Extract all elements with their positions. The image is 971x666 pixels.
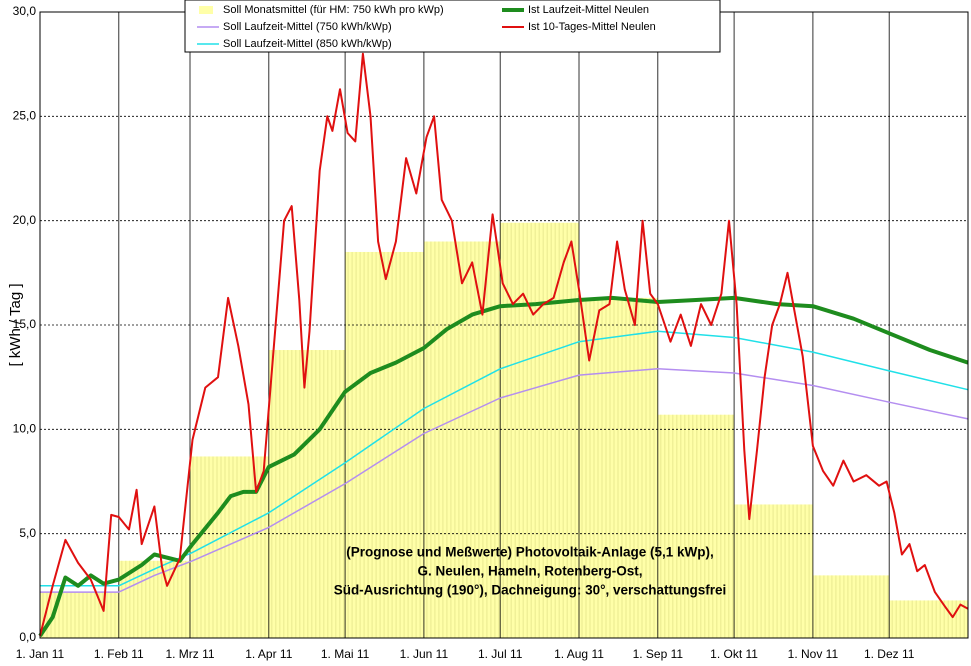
y-tick-label: 10,0 <box>13 422 37 436</box>
bar <box>268 350 346 638</box>
annotation: G. Neulen, Hameln, Rotenberg-Ost, <box>417 564 642 579</box>
y-tick-label: 30,0 <box>13 4 37 18</box>
bar <box>657 414 735 638</box>
legend-label: Soll Laufzeit-Mittel (750 kWh/kWp) <box>223 21 392 33</box>
y-tick-label: 0,0 <box>19 630 36 644</box>
legend-label: Ist 10-Tages-Mittel Neulen <box>528 21 656 33</box>
y-axis-label: [ kWh / Tag ] <box>7 283 24 366</box>
legend-swatch <box>199 6 213 14</box>
annotation: (Prognose und Meßwerte) Photovoltaik-Anl… <box>346 545 714 560</box>
line <box>40 368 969 593</box>
line <box>40 330 969 587</box>
x-tick-label: 1. Nov 11 <box>788 647 839 661</box>
y-tick-label: 5,0 <box>19 526 36 540</box>
x-tick-label: 1. Jun 11 <box>400 647 449 661</box>
bar <box>423 241 501 639</box>
y-tick-label: 20,0 <box>13 213 37 227</box>
legend-label: Soll Monatsmittel (für HM: 750 kWh pro k… <box>223 4 444 16</box>
x-tick-label: 1. Mai 11 <box>321 647 370 661</box>
legend-label: Soll Laufzeit-Mittel (850 kWh/kWp) <box>223 38 392 50</box>
x-tick-label: 1. Feb 11 <box>94 647 144 661</box>
x-tick-label: 1. Jul 11 <box>478 647 523 661</box>
lines <box>38 52 969 638</box>
legend-label: Ist Laufzeit-Mittel Neulen <box>528 4 649 16</box>
line <box>39 52 969 637</box>
y-tick-label: 25,0 <box>13 109 37 123</box>
x-tick-label: 1. Aug 11 <box>554 647 604 661</box>
legend-box <box>184 0 721 53</box>
x-tick-label: 1. Jan 11 <box>16 647 65 661</box>
legend: Soll Monatsmittel (für HM: 750 kWh pro k… <box>184 0 721 53</box>
x-tick-label: 1. Apr 11 <box>245 647 292 661</box>
bar <box>812 575 890 638</box>
x-tick-label: 1. Mrz 11 <box>165 647 214 661</box>
x-tick-label: 1. Dez 11 <box>864 647 915 661</box>
annotation: Süd-Ausrichtung (190°), Dachneigung: 30°… <box>334 583 727 598</box>
y-tick-label: 15,0 <box>13 317 37 331</box>
x-tick-label: 1. Sep 11 <box>633 647 684 661</box>
x-tick-label: 1. Okt 11 <box>710 647 758 661</box>
line <box>38 295 969 638</box>
